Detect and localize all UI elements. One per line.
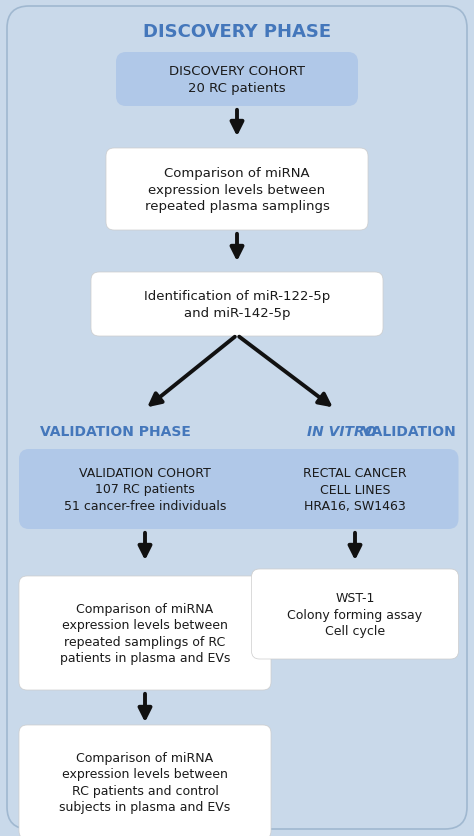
- FancyBboxPatch shape: [19, 725, 271, 836]
- FancyBboxPatch shape: [7, 7, 467, 829]
- Text: RECTAL CANCER
CELL LINES
HRA16, SW1463: RECTAL CANCER CELL LINES HRA16, SW1463: [303, 466, 407, 512]
- Text: Comparison of miRNA
expression levels between
RC patients and control
subjects i: Comparison of miRNA expression levels be…: [59, 751, 231, 813]
- FancyBboxPatch shape: [116, 53, 358, 107]
- FancyBboxPatch shape: [106, 149, 368, 231]
- Text: Comparison of miRNA
expression levels between
repeated plasma samplings: Comparison of miRNA expression levels be…: [145, 167, 329, 212]
- FancyBboxPatch shape: [91, 273, 383, 337]
- FancyBboxPatch shape: [252, 569, 458, 660]
- Text: VALIDATION PHASE: VALIDATION PHASE: [39, 425, 191, 438]
- Text: VALIDATION: VALIDATION: [357, 425, 456, 438]
- FancyBboxPatch shape: [252, 450, 458, 529]
- Text: IN VITRO: IN VITRO: [307, 425, 376, 438]
- FancyBboxPatch shape: [19, 450, 271, 529]
- FancyBboxPatch shape: [19, 576, 271, 691]
- Text: DISCOVERY PHASE: DISCOVERY PHASE: [143, 23, 331, 41]
- Text: Comparison of miRNA
expression levels between
repeated samplings of RC
patients : Comparison of miRNA expression levels be…: [60, 602, 230, 665]
- Text: DISCOVERY COHORT
20 RC patients: DISCOVERY COHORT 20 RC patients: [169, 65, 305, 94]
- Text: WST-1
Colony forming assay
Cell cycle: WST-1 Colony forming assay Cell cycle: [287, 591, 422, 637]
- Text: Identification of miR-122-5p
and miR-142-5p: Identification of miR-122-5p and miR-142…: [144, 290, 330, 319]
- Text: VALIDATION COHORT
107 RC patients
51 cancer-free individuals: VALIDATION COHORT 107 RC patients 51 can…: [64, 466, 226, 512]
